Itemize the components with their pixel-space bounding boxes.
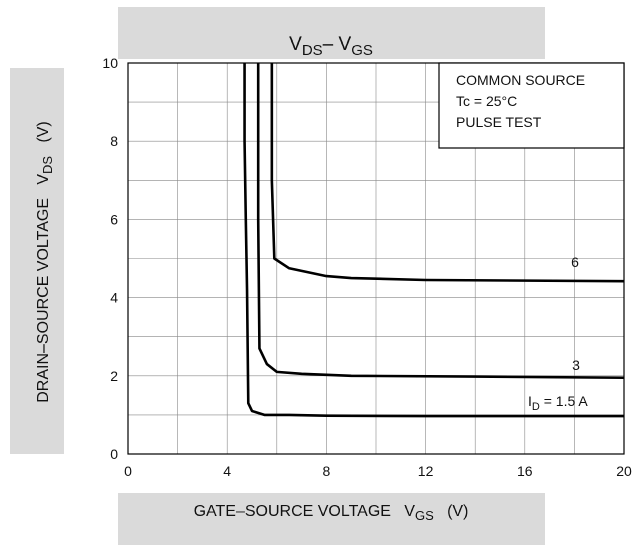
series-label-6: 6 [571,254,579,270]
series-line-6 [270,63,625,283]
legend-line: COMMON SOURCE [456,72,585,88]
tick-layer: 0 4 8 12 16 20 0 2 4 6 8 10 [102,55,632,479]
y-axis-label: DRAIN–SOURCE VOLTAGE VDS (V) [35,121,55,403]
y-tick-label: 4 [110,290,118,306]
legend-line: Tc = 25°C [456,93,517,109]
series-label-id: ID = 1.5 A [528,393,588,413]
series-line-id-1-5a [243,63,624,418]
y-tick-label: 8 [110,133,118,149]
x-tick-label: 0 [124,463,132,479]
chart-title: VDS– VGS [289,34,373,59]
x-tick-label: 12 [418,463,434,479]
x-axis-label: GATE–SOURCE VOLTAGE VGS (V) [194,503,469,523]
series-label-3: 3 [572,357,580,373]
ylabel-band [10,68,64,454]
y-tick-label: 2 [110,368,118,384]
legend-line: PULSE TEST [456,114,542,130]
y-tick-label: 6 [110,211,118,227]
xlabel-band [118,493,545,545]
plot-frame [127,62,625,455]
legend-box: COMMON SOURCE Tc = 25°C PULSE TEST [438,62,625,149]
x-tick-label: 16 [517,463,533,479]
x-tick-label: 4 [223,463,231,479]
title-band [118,7,545,59]
x-tick-label: 8 [323,463,331,479]
y-tick-label: 10 [102,55,118,71]
x-tick-label: 20 [616,463,632,479]
y-tick-label: 0 [110,446,118,462]
series-line-3 [256,63,625,380]
curve-layer [243,63,625,418]
